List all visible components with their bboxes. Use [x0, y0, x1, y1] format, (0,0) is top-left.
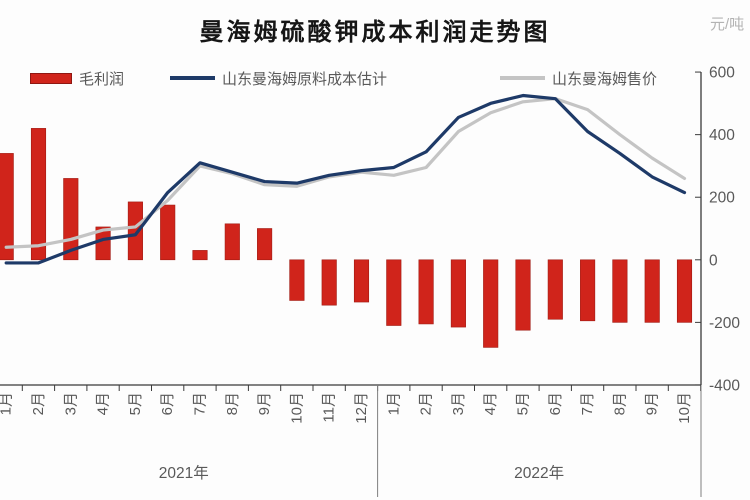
y-tick-label: 400 — [709, 127, 735, 144]
bar-gross-profit — [418, 259, 434, 325]
bar-gross-profit — [192, 250, 208, 261]
x-tick-label-month: 5月 — [127, 392, 144, 415]
x-tick-label-month: 3月 — [62, 392, 79, 415]
bar-gross-profit — [353, 259, 370, 303]
bar-gross-profit — [612, 259, 628, 323]
bar-gross-profit — [224, 223, 240, 261]
y-axis-unit-label: 元/吨 — [710, 16, 745, 33]
legend-item-selling-price: 山东曼海姆售价 — [500, 68, 657, 88]
bar-gross-profit — [580, 259, 596, 322]
year-group-label: 2021年 — [159, 464, 209, 482]
y-tick-label: 0 — [709, 252, 718, 269]
line-series-cost — [4, 93, 687, 265]
year-group-label: 2022年 — [514, 464, 564, 482]
bar-gross-profit — [257, 228, 273, 261]
y-tick-label: 600 — [709, 65, 735, 82]
bar-gross-profit — [450, 259, 466, 328]
line-swatch-price-icon — [500, 76, 545, 80]
legend-label-gross-profit: 毛利润 — [79, 70, 125, 88]
x-axis — [0, 384, 702, 497]
month-labels: 1月 2月 3月 4月 5月 6月 7月 8月 9月 10月 11月 12月 1月 2月 3月 4月 5月 6月 7… — [0, 392, 693, 424]
bar-gross-profit — [547, 259, 563, 320]
bar-gross-profit — [515, 259, 531, 331]
bar-swatch-icon — [30, 72, 72, 84]
bar-gross-profit — [160, 204, 176, 261]
x-tick-label-month: 2月 — [418, 392, 435, 415]
y-tick-label: -200 — [709, 315, 740, 332]
legend-item-gross-profit: 毛利润 — [30, 68, 124, 88]
line-swatch-cost-icon — [170, 76, 215, 80]
x-tick-label-month: 12月 — [353, 392, 370, 424]
x-tick-label-month: 8月 — [611, 392, 628, 415]
bar-gross-profit — [289, 259, 305, 301]
x-tick-label-month: 9月 — [644, 392, 661, 415]
x-tick-label-month: 6月 — [547, 392, 564, 415]
x-tick-label-month: 10月 — [288, 392, 305, 424]
x-tick-label-month: 1月 — [385, 392, 402, 415]
legend-label-cost-estimate: 山东曼海姆原料成本估计 — [222, 70, 388, 88]
y-tick-label: 200 — [709, 190, 735, 207]
bar-gross-profit — [0, 153, 14, 261]
y-tick-label: -400 — [709, 377, 740, 394]
x-tick-label-month: 9月 — [256, 392, 273, 415]
y-axis: 600 400 200 0 -200 -400 — [695, 65, 740, 394]
x-tick-label-month: 1月 — [0, 392, 15, 415]
x-tick-label-month: 4月 — [482, 392, 499, 415]
bar-gross-profit — [676, 259, 693, 323]
bar-gross-profit — [30, 128, 47, 261]
bar-gross-profit — [127, 201, 143, 261]
x-tick-label-month: 11月 — [321, 392, 338, 423]
bar-gross-profit — [483, 259, 499, 348]
bar-gross-profit — [386, 259, 402, 326]
x-tick-label-month: 4月 — [95, 392, 112, 415]
x-tick-label-month: 10月 — [676, 392, 693, 424]
x-tick-label-month: 5月 — [515, 392, 532, 415]
x-tick-label-month: 2月 — [30, 392, 47, 415]
x-tick-label-month: 6月 — [159, 392, 176, 415]
bar-gross-profit — [644, 259, 660, 323]
x-tick-label-month: 8月 — [224, 392, 241, 415]
legend-label-selling-price: 山东曼海姆售价 — [552, 70, 658, 88]
legend-item-cost-estimate: 山东曼海姆原料成本估计 — [170, 68, 387, 88]
page-title: 曼海姆硫酸钾成本利润走势图 — [199, 19, 551, 46]
year-labels: 2021年 2022年 — [159, 464, 564, 482]
bar-series-gross-profit — [0, 128, 693, 348]
x-tick-label-month: 7月 — [192, 392, 209, 415]
x-tick-label-month: 7月 — [579, 392, 596, 415]
x-tick-label-month: 3月 — [450, 392, 467, 415]
bar-gross-profit — [321, 259, 337, 306]
